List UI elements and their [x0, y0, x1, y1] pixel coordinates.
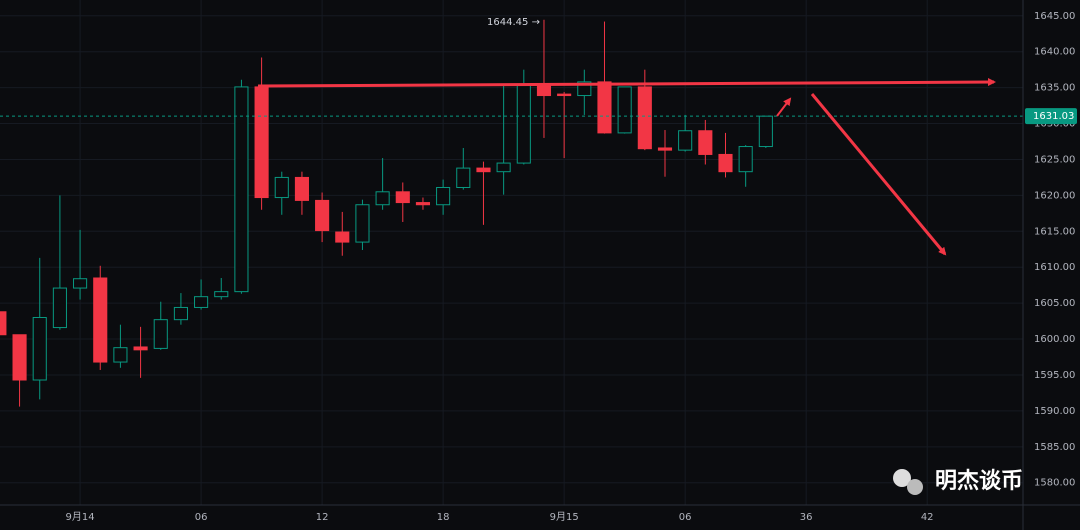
- y-tick-label: 1580.00: [1034, 478, 1075, 489]
- x-tick-label: 9月14: [66, 511, 95, 523]
- x-tick-label: 06: [679, 512, 692, 523]
- candle-body: [113, 347, 128, 363]
- candle-body: [173, 306, 188, 321]
- wechat-icon: [893, 469, 911, 487]
- y-tick-label: 1595.00: [1034, 370, 1075, 381]
- wechat-icon: [907, 479, 923, 495]
- candle-body: [698, 130, 713, 155]
- y-tick-label: 1610.00: [1034, 262, 1075, 273]
- candle-body: [536, 84, 552, 97]
- y-tick-label: 1590.00: [1034, 406, 1075, 417]
- x-tick-label: 18: [437, 512, 450, 523]
- candle-body: [315, 199, 330, 232]
- candle-body: [52, 287, 67, 329]
- candle-body: [738, 146, 753, 173]
- candle-body: [153, 319, 168, 349]
- candle-body: [214, 291, 229, 298]
- x-tick-label: 06: [195, 512, 208, 523]
- candle-body: [254, 86, 269, 199]
- candle-body: [0, 311, 7, 336]
- watermark: 明杰谈币: [893, 469, 1023, 495]
- candle-body: [12, 334, 27, 381]
- candle-body: [395, 191, 410, 204]
- y-tick-label: 1625.00: [1034, 154, 1075, 165]
- candle-body: [758, 115, 773, 148]
- candle-body: [456, 167, 471, 188]
- candle-body: [476, 167, 491, 173]
- high-annotation: 1644.45 →: [487, 17, 540, 28]
- x-tick-label: 9月15: [550, 511, 579, 523]
- candle-body: [415, 202, 431, 206]
- watermark-text: 明杰谈币: [935, 469, 1023, 494]
- resistance-arrow: [257, 78, 996, 88]
- y-tick-label: 1640.00: [1034, 47, 1075, 58]
- candle-body: [657, 147, 673, 151]
- y-tick-label: 1635.00: [1034, 83, 1075, 94]
- up-arrow: [776, 97, 792, 117]
- candle-body: [375, 191, 390, 206]
- candle-body: [516, 84, 531, 164]
- y-tick-label: 1600.00: [1034, 334, 1075, 345]
- candle-body: [678, 130, 693, 151]
- candle-body: [617, 86, 632, 134]
- candle-body: [718, 153, 733, 173]
- y-tick-label: 1645.00: [1034, 11, 1075, 22]
- y-tick-label: 1585.00: [1034, 442, 1075, 453]
- candle-body: [234, 86, 249, 293]
- candle-body: [335, 231, 350, 243]
- candle-body: [73, 278, 88, 289]
- candle-body: [32, 317, 47, 381]
- last-price-label: 1631.03: [1033, 111, 1074, 122]
- candle-body: [133, 346, 148, 351]
- candle-body: [637, 86, 652, 150]
- candle-body: [294, 176, 309, 201]
- candle-body: [557, 93, 572, 97]
- last-price-box: [1025, 108, 1077, 125]
- candle-body: [597, 81, 612, 134]
- annotation-arrows: [257, 78, 996, 256]
- y-tick-label: 1615.00: [1034, 226, 1075, 237]
- x-tick-label: 42: [921, 512, 934, 523]
- candle-body: [274, 176, 289, 199]
- down-arrow: [810, 93, 947, 256]
- x-tick-label: 12: [316, 512, 329, 523]
- y-tick-label: 1605.00: [1034, 298, 1075, 309]
- candle-body: [355, 204, 370, 243]
- candle-body: [496, 162, 511, 173]
- candle-body: [93, 277, 108, 363]
- candle-body: [194, 296, 209, 308]
- x-tick-label: 36: [800, 512, 813, 523]
- y-tick-label: 1620.00: [1034, 190, 1075, 201]
- candle-body: [436, 186, 451, 206]
